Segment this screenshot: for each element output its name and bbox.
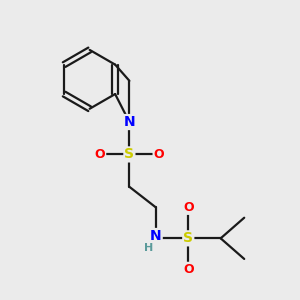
Text: N: N	[150, 229, 162, 243]
Text: O: O	[183, 201, 194, 214]
Text: O: O	[183, 263, 194, 276]
Text: O: O	[154, 148, 164, 161]
Text: H: H	[144, 243, 153, 253]
Text: O: O	[94, 148, 105, 161]
Text: N: N	[124, 115, 135, 129]
Text: S: S	[183, 231, 193, 245]
Text: S: S	[124, 147, 134, 161]
